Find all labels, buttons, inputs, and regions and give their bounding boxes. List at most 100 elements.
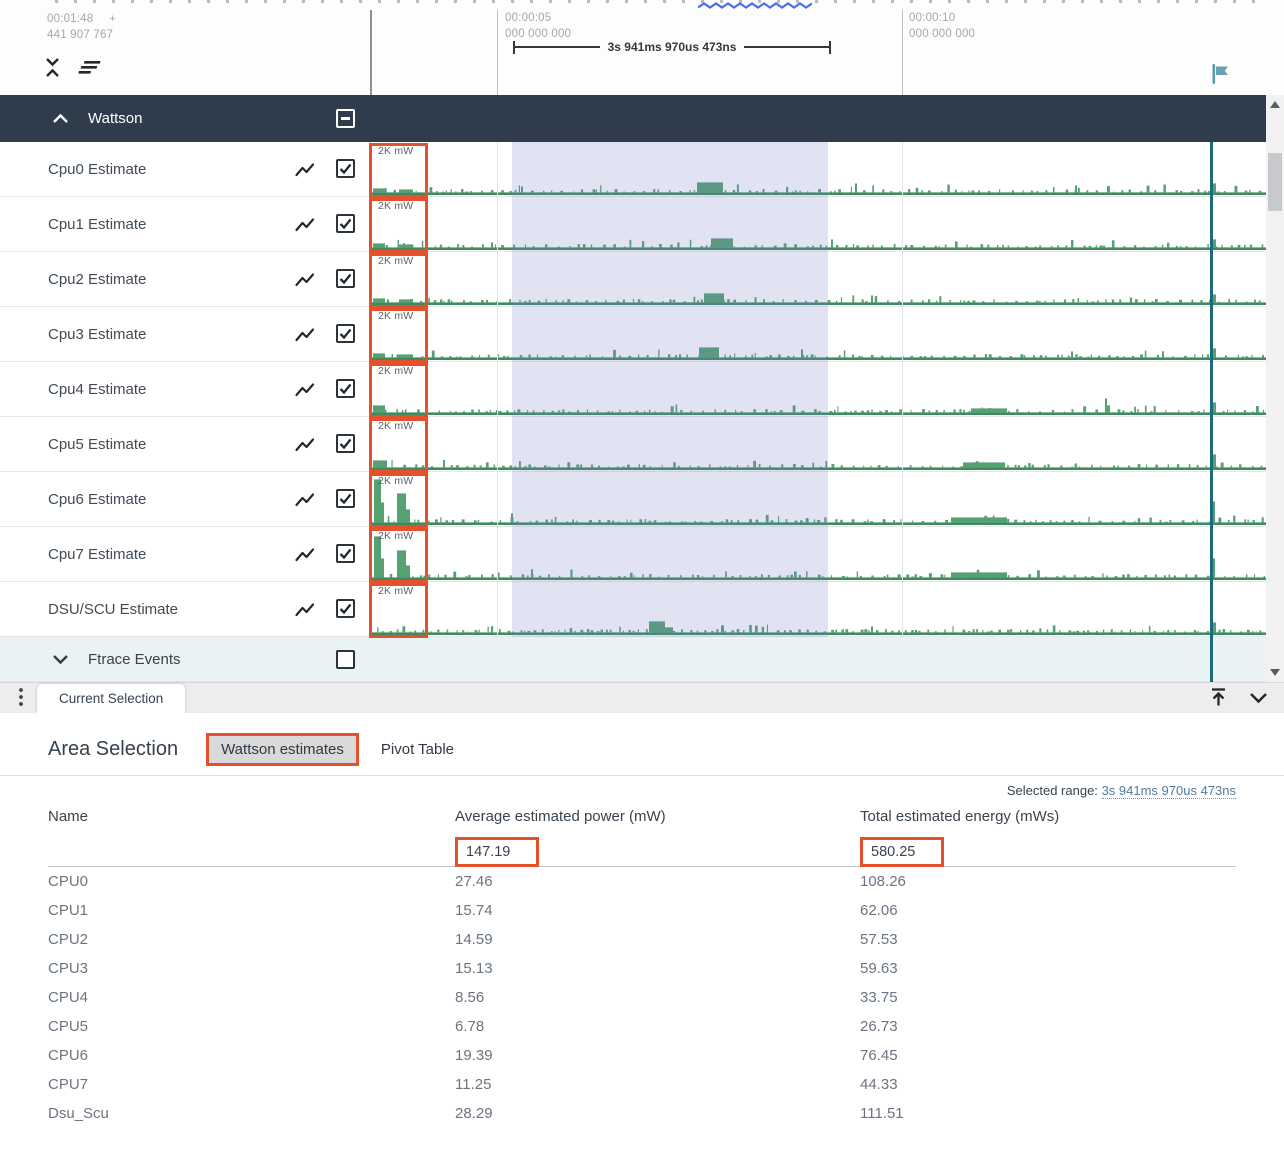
track-shell[interactable]: DSU/SCU Estimate — [0, 582, 371, 636]
track-shell[interactable]: Cpu6 Estimate — [0, 472, 371, 526]
track-shell[interactable]: Cpu0 Estimate — [0, 142, 371, 196]
track-name: Cpu5 Estimate — [48, 435, 147, 453]
track-scale-label: 2K mW — [378, 365, 414, 377]
cutoff-text-strip — [55, 0, 1270, 3]
estimate-name: CPU5 — [48, 1018, 89, 1035]
timeline-scrollbar[interactable] — [1266, 95, 1284, 682]
group-checkbox-indeterminate[interactable] — [336, 109, 355, 128]
chevron-down-icon[interactable] — [52, 654, 69, 665]
track-row: Cpu3 Estimate 2K mW — [0, 307, 1266, 363]
track-shell[interactable]: Cpu1 Estimate — [0, 197, 371, 251]
ruler-tick-line — [497, 10, 498, 95]
group-checkbox-unchecked[interactable] — [336, 650, 355, 669]
track-visibility-checkbox[interactable] — [336, 544, 355, 563]
track-visibility-checkbox[interactable] — [336, 599, 355, 618]
track-name: Cpu7 Estimate — [48, 545, 147, 563]
sort-tracks-icon[interactable] — [77, 59, 103, 76]
track-waveform[interactable]: 2K mW — [369, 472, 1266, 528]
track-scale-label: 2K mW — [378, 475, 414, 487]
estimate-row: CPU4 8.56 33.75 — [48, 983, 1236, 1012]
track-visibility-checkbox[interactable] — [336, 269, 355, 288]
details-title: Area Selection — [48, 738, 179, 760]
estimate-row: CPU7 11.25 44.33 — [48, 1070, 1236, 1099]
track-shell[interactable]: Cpu5 Estimate — [0, 417, 371, 471]
scroll-down-icon[interactable] — [1270, 669, 1280, 676]
track-waveform[interactable]: 2K mW — [369, 197, 1266, 253]
track-visibility-checkbox[interactable] — [336, 434, 355, 453]
flag-icon[interactable] — [1209, 62, 1231, 86]
selection-duration-label: 3s 941ms 970us 473ns — [607, 40, 737, 54]
estimate-name: CPU2 — [48, 931, 89, 948]
line-chart-icon — [294, 215, 318, 234]
track-row: Cpu7 Estimate 2K mW — [0, 527, 1266, 583]
ruler-tick-label: 00:00:05 000 000 000 — [505, 12, 572, 40]
estimate-row: CPU3 15.13 59.63 — [48, 954, 1236, 983]
track-shell[interactable]: Cpu4 Estimate — [0, 362, 371, 416]
kebab-menu-icon[interactable] — [18, 687, 24, 707]
line-chart-icon — [294, 325, 318, 344]
chevron-down-icon[interactable] — [1249, 692, 1268, 704]
collapse-all-tracks-icon[interactable] — [44, 57, 61, 78]
estimate-name: CPU0 — [48, 873, 89, 890]
track-scale-label: 2K mW — [378, 420, 414, 432]
line-chart-icon — [294, 380, 318, 399]
track-visibility-checkbox[interactable] — [336, 489, 355, 508]
ruler-tick-label: 00:00:10 000 000 000 — [909, 12, 976, 40]
panel-boundary-line — [370, 10, 372, 95]
estimate-row: CPU0 27.46 108.26 — [48, 867, 1236, 896]
scroll-up-icon[interactable] — [1270, 101, 1280, 108]
track-visibility-checkbox[interactable] — [336, 379, 355, 398]
track-waveform[interactable]: 2K mW — [369, 252, 1266, 308]
estimate-total-energy: 57.53 — [860, 931, 898, 948]
column-total-energy: Total estimated energy (mWs) — [860, 807, 1060, 825]
selected-range-link[interactable]: 3s 941ms 970us 473ns — [1101, 783, 1236, 799]
track-scale-label: 2K mW — [378, 145, 414, 157]
track-name: Cpu0 Estimate — [48, 160, 147, 178]
tab-pivot-table[interactable]: Pivot Table — [380, 741, 455, 758]
estimate-total-energy: 44.33 — [860, 1076, 898, 1093]
track-name: DSU/SCU Estimate — [48, 600, 179, 618]
estimate-row: Dsu_Scu 28.29 111.51 — [48, 1099, 1236, 1128]
track-waveform[interactable]: 2K mW — [369, 527, 1266, 583]
estimate-name: Dsu_Scu — [48, 1105, 109, 1122]
track-waveform[interactable]: 2K mW — [369, 417, 1266, 473]
estimate-row: CPU1 15.74 62.06 — [48, 896, 1236, 925]
timeline-ruler[interactable]: 00:01:48 + 441 907 767 00:00:05 000 000 00… — [0, 0, 1284, 95]
estimate-name: CPU4 — [48, 989, 89, 1006]
track-row: Cpu4 Estimate 2K mW — [0, 362, 1266, 418]
track-visibility-checkbox[interactable] — [336, 214, 355, 233]
estimates-table: Name Average estimated power (mW) Total … — [0, 798, 1284, 1128]
track-group-ftrace[interactable]: Ftrace Events — [0, 637, 1266, 682]
track-group-wattson[interactable]: Wattson — [0, 95, 1266, 142]
estimate-total-energy: 33.75 — [860, 989, 898, 1006]
ruler-tick-line — [902, 10, 903, 95]
estimate-name: CPU6 — [48, 1047, 89, 1064]
track-name: Cpu2 Estimate — [48, 270, 147, 288]
tab-wattson-estimates[interactable]: Wattson estimates — [206, 733, 359, 766]
track-waveform[interactable]: 2K mW — [369, 582, 1266, 638]
track-shell[interactable]: Cpu7 Estimate — [0, 527, 371, 581]
track-name: Cpu6 Estimate — [48, 490, 147, 508]
track-waveform[interactable]: 2K mW — [369, 142, 1266, 198]
arrow-to-top-icon[interactable] — [1208, 687, 1229, 708]
estimate-avg-power: 11.25 — [455, 1076, 492, 1093]
track-waveform[interactable]: 2K mW — [369, 362, 1266, 418]
total-avg-power: 147.19 — [455, 837, 540, 867]
line-chart-icon — [294, 600, 318, 619]
tab-current-selection[interactable]: Current Selection — [37, 684, 186, 713]
estimate-avg-power: 6.78 — [455, 1018, 485, 1035]
track-waveform[interactable]: 2K mW — [369, 307, 1266, 363]
track-shell[interactable]: Cpu2 Estimate — [0, 252, 371, 306]
chevron-up-icon[interactable] — [52, 113, 69, 124]
track-scale-label: 2K mW — [378, 310, 414, 322]
scrollbar-thumb[interactable] — [1268, 153, 1282, 211]
details-panel: Area Selection Wattson estimates Pivot T… — [0, 713, 1284, 1162]
total-energy: 580.25 — [860, 837, 945, 867]
track-visibility-checkbox[interactable] — [336, 159, 355, 178]
track-shell[interactable]: Cpu3 Estimate — [0, 307, 371, 361]
track-scale-label: 2K mW — [378, 585, 414, 597]
estimate-row: CPU2 14.59 57.53 — [48, 925, 1236, 954]
line-chart-icon — [294, 160, 318, 179]
track-visibility-checkbox[interactable] — [336, 324, 355, 343]
column-avg-power: Average estimated power (mW) — [455, 807, 666, 825]
